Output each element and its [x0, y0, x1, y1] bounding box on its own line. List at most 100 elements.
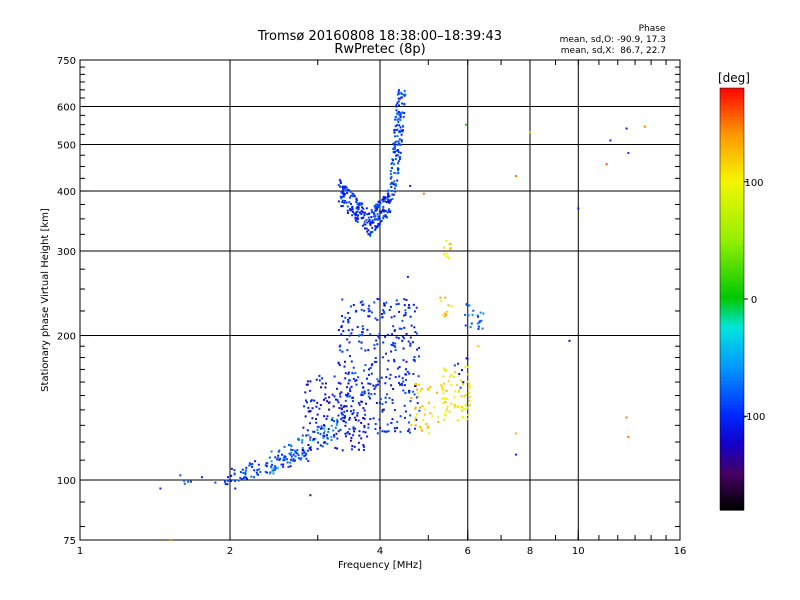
colorbar-segment [720, 232, 744, 237]
data-point [251, 465, 254, 468]
data-point [383, 304, 386, 307]
data-point [367, 382, 370, 385]
data-point [384, 200, 386, 203]
data-point [378, 222, 381, 225]
data-point [454, 371, 457, 374]
data-point [393, 145, 396, 148]
data-point [392, 388, 395, 390]
colorbar-segment [720, 189, 744, 195]
data-point [397, 97, 400, 100]
data-point [341, 416, 344, 419]
colorbar-segment [720, 221, 744, 226]
data-point [375, 384, 378, 387]
data-point [307, 434, 310, 437]
colorbar-segment [720, 471, 744, 476]
data-point [333, 420, 335, 423]
data-point [396, 93, 399, 96]
data-point [397, 337, 400, 340]
data-point [393, 180, 396, 183]
data-point [292, 459, 295, 462]
data-point [627, 152, 630, 154]
colorbar-segment [720, 200, 744, 205]
data-point [482, 312, 485, 315]
data-point [442, 388, 444, 391]
data-point [399, 112, 402, 114]
data-point [226, 483, 229, 486]
data-point [443, 246, 446, 249]
data-point [403, 89, 406, 92]
data-point [346, 209, 349, 212]
colorbar-segment [720, 186, 744, 191]
data-point [306, 429, 309, 432]
data-point [363, 424, 366, 427]
data-point [396, 167, 399, 170]
data-point [351, 400, 354, 403]
data-point [396, 143, 399, 146]
data-point [382, 196, 385, 198]
data-point [333, 375, 336, 378]
data-point [421, 429, 423, 432]
data-point [394, 342, 397, 345]
data-point [419, 427, 422, 430]
data-point [416, 392, 419, 395]
data-point [374, 385, 377, 388]
data-point [385, 352, 387, 355]
colorbar-segment [720, 376, 744, 381]
data-point [353, 416, 356, 419]
x-tick-label: 10 [572, 546, 585, 557]
data-point [266, 471, 268, 474]
data-point [342, 190, 344, 193]
data-point [369, 367, 372, 369]
data-point [375, 225, 378, 228]
data-point [410, 397, 413, 399]
data-point [348, 196, 351, 199]
data-point [358, 448, 360, 451]
data-point [382, 408, 385, 411]
data-point [268, 472, 271, 475]
data-point [324, 386, 327, 389]
colorbar-segment [720, 256, 744, 261]
data-point [283, 445, 286, 448]
data-point [408, 304, 410, 307]
data-point [264, 470, 267, 473]
data-point [394, 430, 397, 433]
data-point [414, 383, 417, 386]
data-point [461, 410, 464, 412]
data-point [290, 454, 292, 456]
data-point [233, 469, 236, 472]
data-point [302, 426, 305, 429]
data-point [277, 450, 280, 453]
colorbar-segment [720, 306, 744, 311]
data-point [354, 372, 357, 375]
data-point [399, 126, 402, 129]
data-point [394, 190, 396, 193]
colorbar-segment [720, 495, 744, 501]
data-point [360, 333, 363, 336]
data-point [351, 205, 354, 208]
data-point [385, 215, 388, 218]
data-point [461, 406, 464, 409]
data-point [409, 336, 412, 339]
data-point [368, 220, 370, 223]
data-point [375, 203, 378, 206]
data-point [356, 202, 359, 205]
data-point [357, 214, 360, 217]
data-point [336, 447, 339, 450]
data-point [348, 395, 351, 398]
data-point [282, 465, 285, 468]
data-point [367, 315, 370, 318]
x-tick-label: 4 [377, 546, 383, 557]
data-point [442, 402, 445, 405]
data-point [414, 427, 416, 430]
data-point [605, 163, 608, 166]
phase-stats-title: Phase [639, 24, 666, 34]
data-point [395, 299, 398, 302]
data-point [355, 309, 358, 312]
data-point [443, 382, 446, 385]
colorbar-segment [720, 119, 744, 124]
colorbar-tick-label: 100 [744, 178, 763, 189]
data-point [276, 458, 279, 461]
colorbar-segment [720, 334, 744, 339]
data-point [465, 407, 468, 410]
data-point [416, 402, 419, 405]
